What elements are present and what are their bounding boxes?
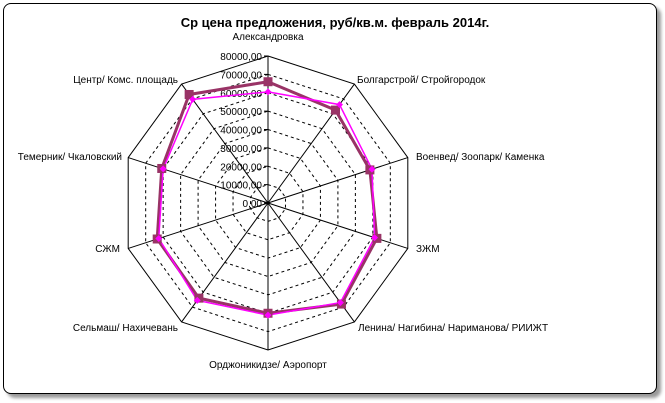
data-point <box>159 165 167 173</box>
data-point <box>184 89 194 99</box>
data-point <box>264 311 272 319</box>
tick-label: 30000,00 <box>220 144 262 155</box>
chart-area <box>3 3 657 394</box>
tick-label: 0,00 <box>243 199 263 210</box>
axis-spoke <box>267 83 355 204</box>
data-point <box>155 234 163 242</box>
data-point <box>331 105 341 115</box>
data-point <box>335 101 343 109</box>
axis-spoke <box>267 202 408 249</box>
axis-spoke <box>128 157 269 204</box>
category-label: Военвед/ Зоопарк/ Каменка <box>416 152 545 163</box>
category-label: ЗЖМ <box>416 244 440 255</box>
category-label: Александровка <box>232 32 304 43</box>
axis-spoke <box>181 83 269 204</box>
data-point <box>371 234 379 242</box>
data-point <box>368 165 376 173</box>
axis-spoke <box>267 157 408 204</box>
axis-spoke <box>128 202 269 249</box>
category-label: Орджоникидзе/ Аэропорт <box>209 360 327 371</box>
tick-label: 20000,00 <box>220 162 262 173</box>
data-point <box>264 88 272 96</box>
category-label: Болгарстрой/ Стройгородок <box>357 75 486 86</box>
category-label: Центр/ Комс. площадь <box>73 75 178 86</box>
data-point <box>194 293 204 303</box>
tick-label: 50000,00 <box>220 107 262 118</box>
category-label: СЖМ <box>95 244 120 255</box>
data-point <box>263 77 273 87</box>
tick-label: 40000,00 <box>220 126 262 137</box>
category-label: Темерник/ Чкаловский <box>18 152 122 163</box>
data-point <box>336 299 344 307</box>
chart-title: Ср цена предложения, руб/кв.м. февраль 2… <box>181 15 490 30</box>
grid-ring <box>232 165 304 241</box>
data-point <box>189 95 197 103</box>
grid-ring <box>197 128 339 278</box>
data-point <box>193 296 201 304</box>
tick-label: 10000,00 <box>220 181 262 192</box>
category-label: Ленина/ Нагибина/ Нариманова/ РИИЖТ <box>358 322 548 334</box>
category-label: Сельмаш/ Нахичевань <box>73 323 178 334</box>
tick-label: 70000,00 <box>220 70 262 81</box>
tick-label: 80000,00 <box>220 52 262 63</box>
series-line <box>155 80 379 315</box>
